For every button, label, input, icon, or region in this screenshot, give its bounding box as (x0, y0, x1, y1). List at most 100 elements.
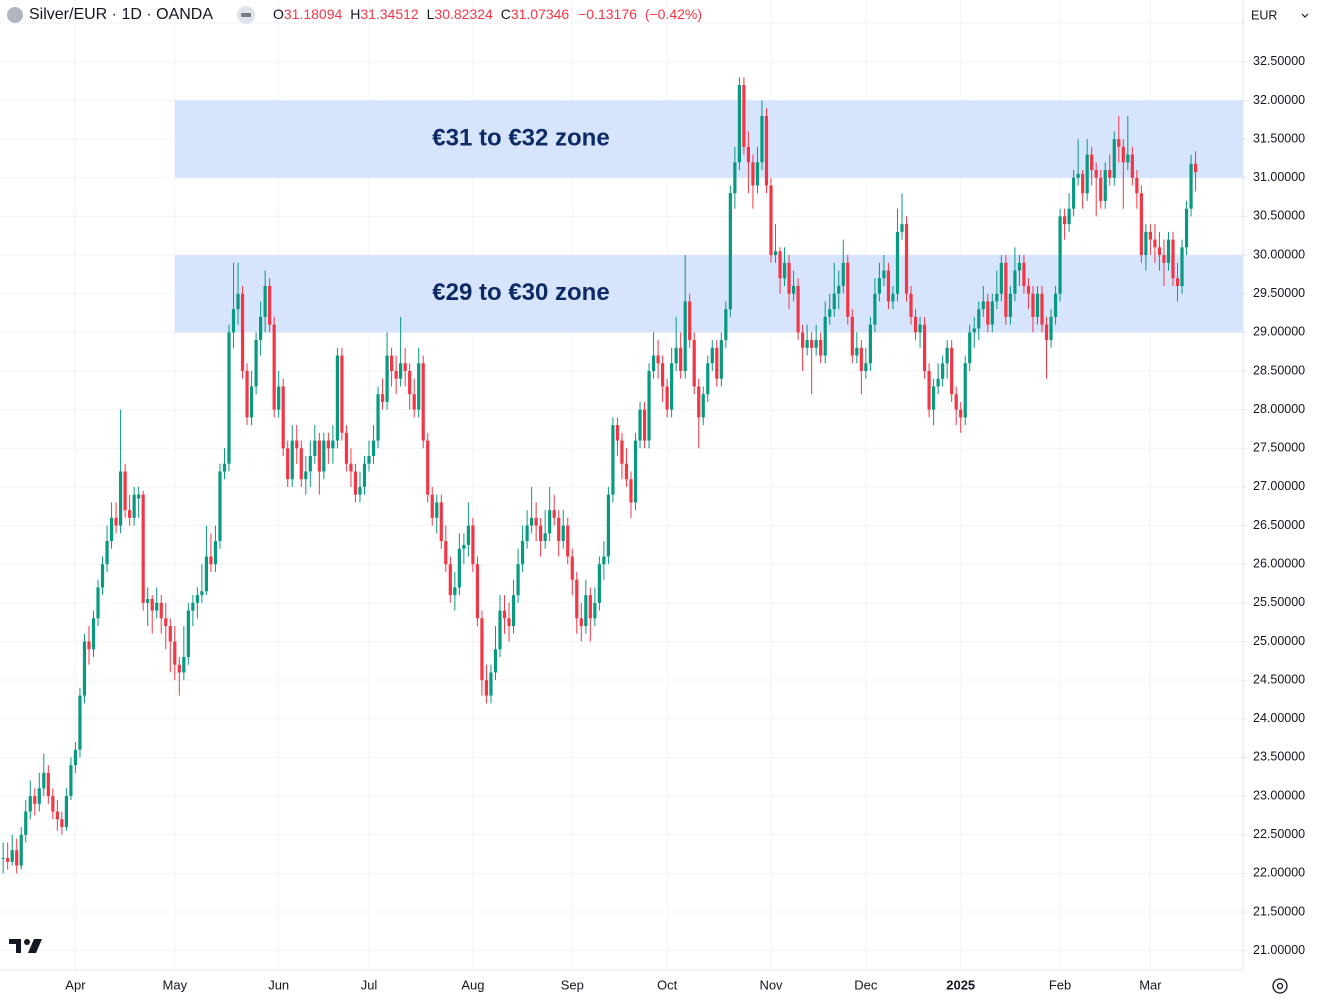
candle-body (909, 293, 913, 317)
candle-body (778, 251, 782, 279)
x-tick-label: Feb (1049, 977, 1071, 992)
candle-body (814, 340, 818, 348)
candle-body (1062, 216, 1067, 225)
candle-body (913, 316, 918, 333)
candle-body (380, 394, 385, 402)
price-axis: 21.00000 21.50000 22.00000 22.50000 23.00000… (1243, 15, 1305, 957)
candle-body (710, 347, 714, 364)
candle-body (55, 811, 59, 820)
candle-body (389, 355, 394, 371)
candle-body (1117, 139, 1121, 147)
candle-body (692, 340, 696, 387)
candle-body (534, 517, 538, 526)
candle-body (290, 440, 294, 480)
candle-body (137, 494, 141, 499)
candle-body (1144, 231, 1148, 256)
candle-body (1090, 154, 1094, 171)
candle-body (272, 324, 276, 410)
candle-body (832, 293, 836, 310)
candle-body (173, 641, 177, 665)
candle-body (376, 394, 380, 441)
candle-body (936, 378, 940, 387)
candle-body (123, 471, 127, 511)
candle-body (96, 587, 100, 619)
y-tick-label: 21.50000 (1253, 904, 1305, 918)
y-tick-label: 27.00000 (1253, 479, 1305, 493)
y-tick-label: 25.00000 (1253, 634, 1305, 648)
candle-body (697, 386, 701, 418)
candle-body (968, 332, 972, 364)
status-dash (241, 13, 251, 17)
candle-body (236, 293, 240, 310)
candle-body (417, 363, 421, 410)
candle-body (511, 595, 516, 627)
candle-body (444, 541, 448, 565)
low-value: 30.82324 (434, 6, 493, 22)
tradingview-logo[interactable] (9, 939, 42, 953)
candle-body (945, 347, 949, 364)
candle-body (584, 595, 588, 627)
candle-body (182, 656, 186, 673)
candle-body (1004, 262, 1008, 317)
candle-body (525, 525, 529, 542)
candle-body (688, 301, 692, 341)
currency-caret (1301, 13, 1309, 18)
candle-body (159, 602, 163, 619)
high-value: 31.34512 (360, 6, 419, 22)
candle-body (941, 363, 945, 379)
candle-body (371, 440, 376, 457)
candle-body (403, 363, 407, 371)
candle-body (349, 463, 353, 472)
candle-body (51, 796, 55, 812)
candle-body (760, 115, 764, 163)
candle-body (895, 231, 900, 294)
x-tick-label: May (163, 977, 188, 992)
candle-body (448, 564, 452, 596)
candle-body (168, 626, 172, 642)
candle-body (82, 641, 87, 696)
candle-body (6, 857, 10, 862)
candle-body (665, 386, 669, 410)
symbol-title[interactable]: Silver/EUR · 1D · OANDA (29, 6, 213, 23)
gear-center (1276, 982, 1284, 990)
change-percent: (−0.42%) (645, 6, 702, 22)
x-tick-label: Mar (1139, 977, 1162, 992)
candle-body (1031, 293, 1035, 317)
candle-body (118, 471, 123, 526)
candle-body (394, 370, 398, 379)
candle-body (1085, 154, 1089, 194)
candle-body (385, 355, 389, 402)
candle-body (629, 479, 633, 503)
zone (174, 255, 1243, 333)
candle-body (1180, 247, 1184, 286)
candle-body (990, 301, 994, 325)
candle-body (91, 618, 96, 650)
candle-body (367, 456, 371, 464)
candle-body (1067, 208, 1071, 225)
settings-button[interactable] (1272, 978, 1288, 994)
candle-body (295, 440, 299, 449)
candle-body (620, 440, 624, 464)
candle-body (823, 316, 827, 356)
logo-part (28, 939, 42, 953)
candle-body (805, 340, 809, 348)
currency-selector[interactable] (1245, 3, 1315, 29)
candle-body (326, 440, 330, 449)
candle-body (796, 285, 800, 333)
x-tick-label: Aug (461, 977, 484, 992)
candle-body (281, 386, 285, 449)
y-tick-label: 23.50000 (1253, 750, 1305, 764)
candle-body (882, 270, 886, 279)
y-tick-label: 26.00000 (1253, 557, 1305, 571)
gear-outline (1272, 978, 1288, 994)
candle-body (769, 185, 773, 256)
candle-body (412, 394, 416, 410)
candle-body (701, 394, 705, 418)
y-tick-label: 25.50000 (1253, 595, 1305, 609)
candle-body (462, 544, 466, 549)
candle-body (1121, 146, 1125, 163)
candle-body (304, 471, 308, 480)
candle-body (227, 332, 231, 464)
candle-body (286, 448, 290, 480)
y-tick-label: 32.50000 (1253, 54, 1305, 68)
